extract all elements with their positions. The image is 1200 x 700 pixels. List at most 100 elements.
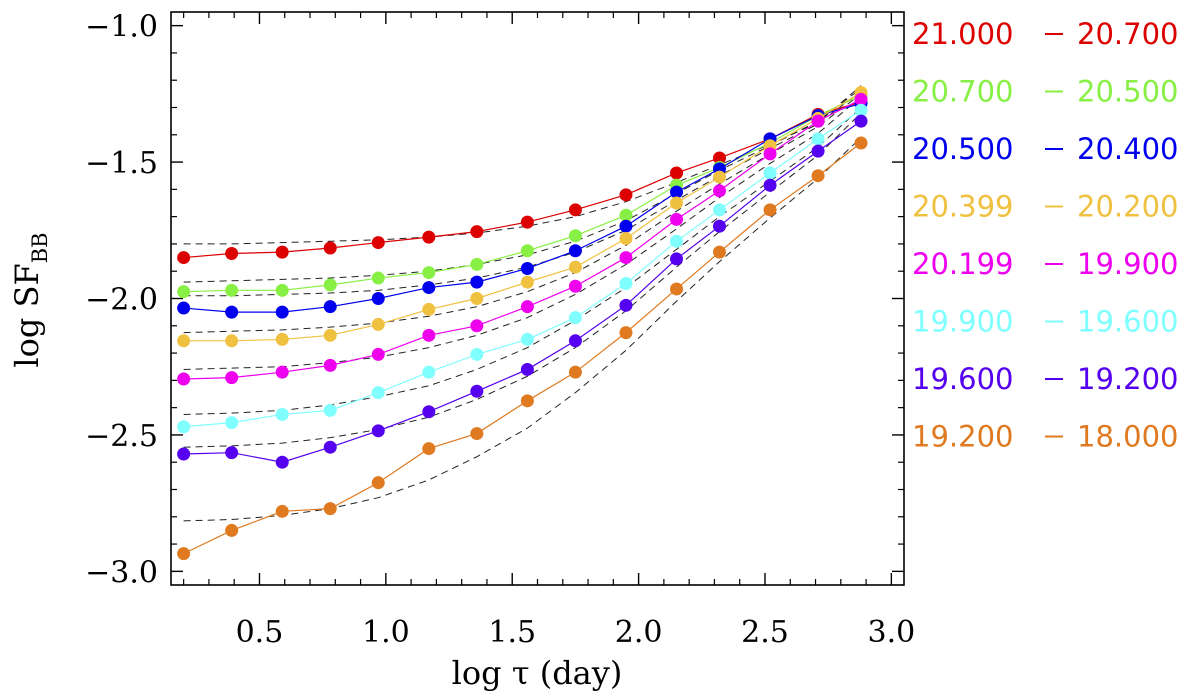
data-point xyxy=(177,334,191,348)
data-point xyxy=(371,292,385,305)
data-point xyxy=(670,252,684,266)
legend-from: 20.199 xyxy=(912,247,1013,281)
data-point xyxy=(371,424,385,438)
data-point xyxy=(177,547,191,561)
data-point xyxy=(520,362,534,376)
legend-from: 20.500 xyxy=(912,132,1013,166)
series-group xyxy=(177,95,868,265)
data-point xyxy=(811,144,825,158)
data-point xyxy=(520,215,534,229)
x-axis-label: log τ (day) xyxy=(452,654,623,692)
data-point xyxy=(275,305,289,319)
data-point xyxy=(670,234,684,248)
data-point xyxy=(619,208,633,222)
legend-to: 19.200 xyxy=(1077,362,1178,396)
fit-curves xyxy=(183,85,862,522)
y-axis-label-subscript: BB xyxy=(28,232,52,263)
data-point xyxy=(619,298,633,312)
data-point xyxy=(225,416,239,430)
data-point xyxy=(470,347,484,361)
data-point xyxy=(763,203,777,217)
data-point xyxy=(371,236,385,250)
data-point xyxy=(811,132,825,146)
x-tick-label: 2.0 xyxy=(615,615,663,650)
data-point xyxy=(422,442,436,456)
data-point xyxy=(763,147,777,161)
fit-curve xyxy=(183,90,862,297)
data-point xyxy=(225,334,239,348)
series-group xyxy=(177,114,868,469)
series-line xyxy=(183,101,862,259)
data-point xyxy=(470,427,484,441)
data-point xyxy=(811,169,825,183)
data-point xyxy=(470,225,484,239)
data-point xyxy=(520,261,534,275)
data-point xyxy=(520,332,534,346)
data-point xyxy=(225,305,239,319)
legend-from: 21.000 xyxy=(912,17,1013,51)
data-point xyxy=(568,279,582,293)
fit-curve xyxy=(183,107,862,415)
data-point xyxy=(670,212,684,226)
data-point xyxy=(470,319,484,333)
data-point xyxy=(568,365,582,379)
data-point xyxy=(670,185,684,199)
series-line xyxy=(183,142,862,555)
data-point xyxy=(520,244,534,258)
legend-to: 20.200 xyxy=(1077,190,1178,224)
legend-to: 20.400 xyxy=(1077,132,1178,166)
data-point xyxy=(619,251,633,265)
series-group xyxy=(177,103,868,434)
fit-curve xyxy=(183,85,862,245)
fit-curve xyxy=(183,93,862,334)
data-point xyxy=(568,203,582,217)
data-point xyxy=(371,386,385,400)
data-point xyxy=(712,151,726,165)
data-point xyxy=(275,455,289,469)
data-point xyxy=(470,275,484,289)
data-point xyxy=(275,245,289,259)
data-point xyxy=(619,188,633,202)
data-point xyxy=(619,276,633,290)
data-point xyxy=(670,282,684,296)
data-point xyxy=(225,523,239,537)
data-point xyxy=(323,502,337,516)
data-point xyxy=(422,405,436,419)
data-point xyxy=(177,372,191,386)
x-tick-label: 3.0 xyxy=(868,615,916,650)
data-point xyxy=(323,358,337,372)
data-point xyxy=(371,317,385,331)
legend-from: 19.900 xyxy=(912,305,1013,339)
fit-curve xyxy=(183,96,862,370)
data-point xyxy=(225,246,239,260)
data-point xyxy=(470,292,484,305)
legend-to: 18.000 xyxy=(1077,420,1178,454)
x-tick-label: 1.5 xyxy=(488,615,536,650)
data-point xyxy=(520,275,534,289)
y-tick-label: −3.0 xyxy=(85,555,158,590)
data-point xyxy=(670,196,684,210)
data-point xyxy=(177,420,191,434)
data-point xyxy=(371,476,385,490)
data-point xyxy=(422,365,436,379)
data-point xyxy=(568,244,582,258)
legend-to: 19.900 xyxy=(1077,247,1178,281)
data-point xyxy=(323,328,337,342)
legend-to: 20.700 xyxy=(1077,17,1178,51)
x-tick-label: 2.5 xyxy=(741,615,789,650)
data-point xyxy=(323,300,337,314)
data-point xyxy=(422,266,436,280)
x-tick-label: 1.0 xyxy=(362,615,410,650)
y-tick-label: −2.0 xyxy=(85,283,158,318)
data-point xyxy=(371,271,385,285)
legend-from: 19.200 xyxy=(912,420,1013,454)
data-point xyxy=(619,326,633,340)
series-group xyxy=(177,136,868,561)
data-point xyxy=(854,103,868,117)
y-axis-label-main: log SF xyxy=(8,263,46,367)
plot-frame xyxy=(170,11,905,586)
data-point xyxy=(670,166,684,180)
data-point xyxy=(275,332,289,346)
data-point xyxy=(619,219,633,233)
data-point xyxy=(568,229,582,243)
